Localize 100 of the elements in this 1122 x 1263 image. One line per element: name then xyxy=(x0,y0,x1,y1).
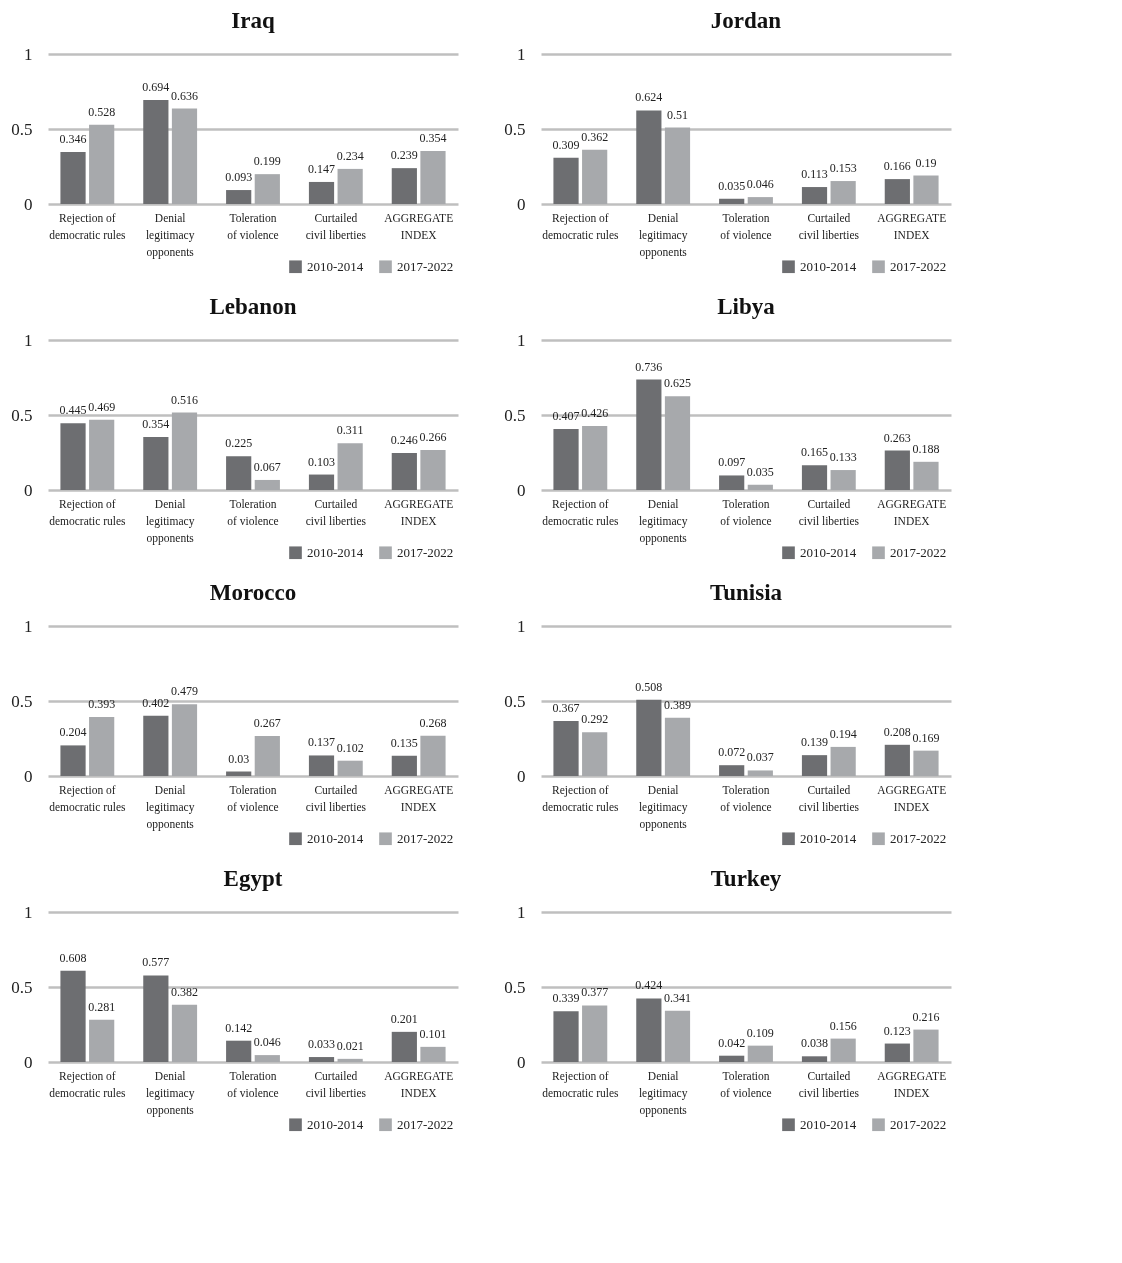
x-tick-label: Toleration of violence xyxy=(227,497,279,527)
bar xyxy=(913,1029,939,1062)
bar xyxy=(391,755,417,776)
bar xyxy=(830,181,856,204)
bar xyxy=(636,998,662,1062)
x-tick-label: AGGREGATE INDEX xyxy=(877,1069,947,1099)
legend-label: 2010-2014 xyxy=(800,1116,857,1132)
bar xyxy=(747,1045,773,1062)
data-label: 0.424 xyxy=(635,978,663,993)
y-tick-label: 0 xyxy=(517,194,526,214)
data-label: 0.311 xyxy=(336,423,364,438)
y-tick-label: 0.5 xyxy=(504,977,526,997)
data-label: 0.021 xyxy=(336,1038,364,1053)
bar xyxy=(420,150,446,204)
data-label: 0.266 xyxy=(419,430,447,445)
bar xyxy=(884,1043,910,1062)
x-tick-label: AGGREGATE INDEX xyxy=(877,497,947,527)
data-label: 0.038 xyxy=(801,1036,829,1051)
legend-label: 2017-2022 xyxy=(397,544,454,560)
data-label: 0.268 xyxy=(419,715,447,730)
bar xyxy=(582,1005,608,1062)
legend-label: 2017-2022 xyxy=(890,258,947,274)
bar xyxy=(420,1046,446,1062)
x-tick-label: Denial legitimacy opponents xyxy=(145,211,195,259)
bar xyxy=(171,108,198,204)
data-label: 0.469 xyxy=(88,399,116,414)
legend-label: 2010-2014 xyxy=(307,258,364,274)
data-label: 0.102 xyxy=(336,740,364,755)
data-label: 0.402 xyxy=(142,695,170,710)
data-label: 0.199 xyxy=(253,154,281,169)
bar xyxy=(420,735,446,776)
bar xyxy=(171,412,198,490)
data-label: 0.03 xyxy=(228,751,250,766)
x-tick-label: Curtailed civil liberties xyxy=(798,497,860,527)
x-tick-label: Toleration of violence xyxy=(720,1069,772,1099)
bar xyxy=(884,179,910,204)
data-label: 0.354 xyxy=(142,416,170,431)
data-label: 0.123 xyxy=(883,1023,911,1038)
data-label: 0.035 xyxy=(718,178,746,193)
data-label: 0.516 xyxy=(170,392,198,407)
bar xyxy=(337,1058,363,1062)
legend-label: 2010-2014 xyxy=(800,544,857,560)
x-tick-label: AGGREGATE INDEX xyxy=(384,1069,454,1099)
bar xyxy=(719,1055,745,1062)
bar xyxy=(391,453,417,490)
bar xyxy=(719,765,745,776)
data-label: 0.042 xyxy=(718,1035,746,1050)
data-label: 0.636 xyxy=(170,88,198,103)
y-tick-label: 0 xyxy=(24,194,33,214)
x-tick-label: AGGREGATE INDEX xyxy=(877,783,947,813)
chart-title: Jordan xyxy=(710,8,782,33)
x-tick-label: Rejection of democratic rules xyxy=(542,211,620,241)
data-label: 0.204 xyxy=(59,725,87,740)
bar xyxy=(308,474,335,490)
x-tick-label: Denial legitimacy opponents xyxy=(638,1069,688,1117)
data-label: 0.239 xyxy=(390,148,418,163)
legend-label: 2010-2014 xyxy=(307,544,364,560)
data-label: 0.225 xyxy=(225,436,253,451)
data-label: 0.362 xyxy=(581,129,609,144)
x-tick-label: Denial legitimacy opponents xyxy=(638,211,688,259)
legend-label: 2010-2014 xyxy=(800,258,857,274)
bar xyxy=(582,426,608,490)
x-tick-label: Rejection of democratic rules xyxy=(542,1069,620,1099)
bar xyxy=(801,755,828,776)
bar xyxy=(391,1031,417,1062)
bar xyxy=(553,428,579,490)
bar xyxy=(553,720,579,776)
x-tick-label: Denial legitimacy opponents xyxy=(638,497,688,545)
bar xyxy=(582,732,608,776)
bar xyxy=(636,379,662,490)
bar xyxy=(308,1057,335,1062)
bar xyxy=(226,456,252,490)
data-label: 0.035 xyxy=(746,464,774,479)
legend-label: 2010-2014 xyxy=(307,1116,364,1132)
data-label: 0.166 xyxy=(883,159,911,174)
y-tick-label: 0 xyxy=(24,1052,33,1072)
x-tick-label: Rejection of democratic rules xyxy=(49,211,127,241)
data-label: 0.153 xyxy=(829,161,857,176)
legend-label: 2010-2014 xyxy=(800,830,857,846)
data-label: 0.367 xyxy=(552,700,580,715)
chart-title: Tunisia xyxy=(709,580,783,605)
y-tick-label: 0 xyxy=(517,480,526,500)
bar xyxy=(89,124,115,204)
y-tick-label: 1 xyxy=(24,616,33,636)
x-tick-label: Toleration of violence xyxy=(720,211,772,241)
bar xyxy=(89,419,115,490)
bar xyxy=(884,744,910,776)
data-label: 0.133 xyxy=(829,450,857,465)
y-tick-label: 0 xyxy=(517,1052,526,1072)
data-label: 0.281 xyxy=(88,999,116,1014)
x-tick-label: Curtailed civil liberties xyxy=(305,783,367,813)
legend-label: 2017-2022 xyxy=(890,830,947,846)
x-tick-label: AGGREGATE INDEX xyxy=(877,211,947,241)
x-tick-label: Rejection of democratic rules xyxy=(542,783,620,813)
y-tick-label: 0.5 xyxy=(504,691,526,711)
bar xyxy=(747,197,773,204)
data-label: 0.445 xyxy=(59,403,87,418)
bar xyxy=(337,168,363,204)
bar xyxy=(60,745,86,776)
data-label: 0.137 xyxy=(308,735,336,750)
